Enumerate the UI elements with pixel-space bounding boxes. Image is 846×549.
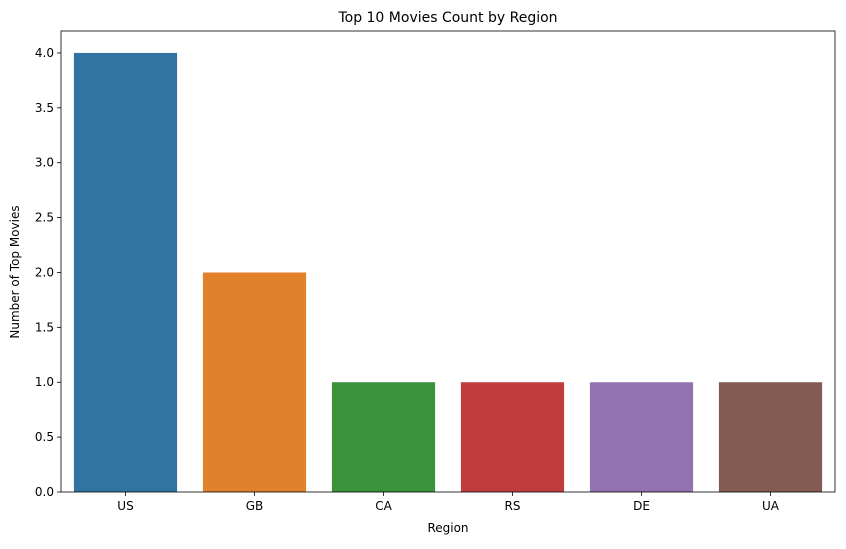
y-tick-label: 3.5 bbox=[35, 101, 54, 115]
y-tick-label: 2.0 bbox=[35, 265, 54, 279]
y-axis-ticks: 0.0 0.5 1.0 1.5 2.0 2.5 3.0 3.5 4.0 bbox=[35, 46, 61, 499]
y-tick-label: 0.0 bbox=[35, 485, 54, 499]
bar-de bbox=[589, 382, 694, 492]
x-tick-label: CA bbox=[375, 499, 392, 513]
y-tick-label: 3.0 bbox=[35, 156, 54, 170]
y-tick-label: 0.5 bbox=[35, 430, 54, 444]
x-axis-ticks: US GB CA RS DE UA bbox=[117, 492, 780, 513]
x-tick-label: DE bbox=[633, 499, 650, 513]
y-tick-label: 4.0 bbox=[35, 46, 54, 60]
x-tick-label: RS bbox=[505, 499, 521, 513]
bar-gb bbox=[202, 272, 307, 492]
bar-rs bbox=[460, 382, 565, 492]
y-tick-label: 1.0 bbox=[35, 375, 54, 389]
y-axis-label: Number of Top Movies bbox=[8, 205, 22, 338]
bar-ca bbox=[331, 382, 436, 492]
x-tick-label: US bbox=[117, 499, 133, 513]
bars-layer bbox=[73, 52, 823, 492]
bar-us bbox=[73, 52, 178, 492]
bar-ua bbox=[718, 382, 823, 492]
x-axis-label: Region bbox=[427, 521, 468, 535]
y-tick-label: 1.5 bbox=[35, 320, 54, 334]
x-tick-label: UA bbox=[762, 499, 780, 513]
x-tick-label: GB bbox=[246, 499, 264, 513]
chart-title: Top 10 Movies Count by Region bbox=[337, 10, 557, 26]
plot-frame bbox=[60, 30, 836, 493]
y-tick-label: 2.5 bbox=[35, 211, 54, 225]
